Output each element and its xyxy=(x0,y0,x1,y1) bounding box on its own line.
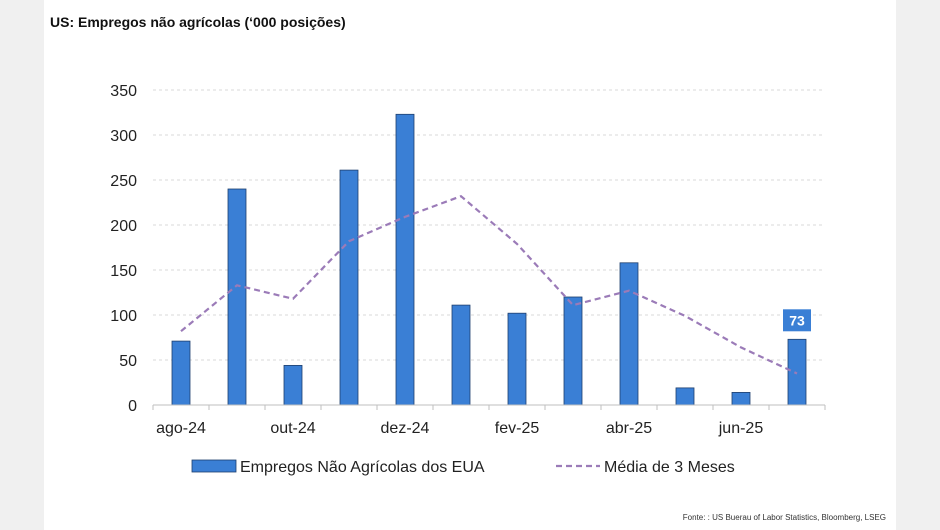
x-tick-label: out-24 xyxy=(270,420,315,437)
bar xyxy=(507,312,527,406)
chart-card: US: Empregos não agrícolas (‘000 posiçõe… xyxy=(44,0,896,530)
chart-title: US: Empregos não agrícolas (‘000 posiçõe… xyxy=(50,14,346,30)
y-tick-label: 350 xyxy=(110,83,137,100)
last-value-badge: 73 xyxy=(783,309,811,332)
bar xyxy=(563,296,583,406)
legend-label-bars: Empregos Não Agrícolas dos EUA xyxy=(240,459,485,476)
x-tick-label: ago-24 xyxy=(156,420,206,437)
bar xyxy=(339,169,359,406)
bar xyxy=(619,262,639,406)
x-tick-label: dez-24 xyxy=(381,420,430,437)
source-note: Fonte: : US Buerau of Labor Statistics, … xyxy=(682,513,886,522)
y-tick-label: 150 xyxy=(110,263,137,280)
gridlines xyxy=(153,89,825,361)
x-tick-label: abr-25 xyxy=(606,420,652,437)
x-axis: ago-24 out-24 dez-24 fev-25 abr-25 jun-25 xyxy=(152,404,826,437)
bar-line-chart: 0 50 100 150 200 250 300 350 ago-24 out-24 dez-24… xyxy=(110,83,826,476)
y-tick-label: 50 xyxy=(119,353,137,370)
bar xyxy=(395,113,415,406)
badge-background xyxy=(783,309,811,332)
legend: Empregos Não Agrícolas dos EUA Média de 3… xyxy=(191,459,735,476)
y-tick-label: 200 xyxy=(110,218,137,235)
x-tick-label: jun-25 xyxy=(718,420,764,437)
bar xyxy=(227,188,247,406)
legend-label-line: Média de 3 Meses xyxy=(604,459,735,476)
bar xyxy=(451,304,471,406)
y-tick-label: 0 xyxy=(128,398,137,415)
bar xyxy=(675,387,695,406)
bar xyxy=(787,338,807,406)
y-tick-label: 250 xyxy=(110,173,137,190)
average-line xyxy=(180,194,798,375)
bar xyxy=(283,364,303,406)
x-tick-label: fev-25 xyxy=(495,420,540,437)
y-tick-label: 300 xyxy=(110,128,137,145)
bar xyxy=(731,391,751,406)
bars xyxy=(171,113,807,406)
average-series-line xyxy=(180,194,798,375)
y-axis: 0 50 100 150 200 250 300 350 xyxy=(110,83,137,415)
badge-value: 73 xyxy=(789,312,805,328)
legend-swatch-bars xyxy=(191,459,237,473)
bar xyxy=(171,340,191,406)
y-tick-label: 100 xyxy=(110,308,137,325)
